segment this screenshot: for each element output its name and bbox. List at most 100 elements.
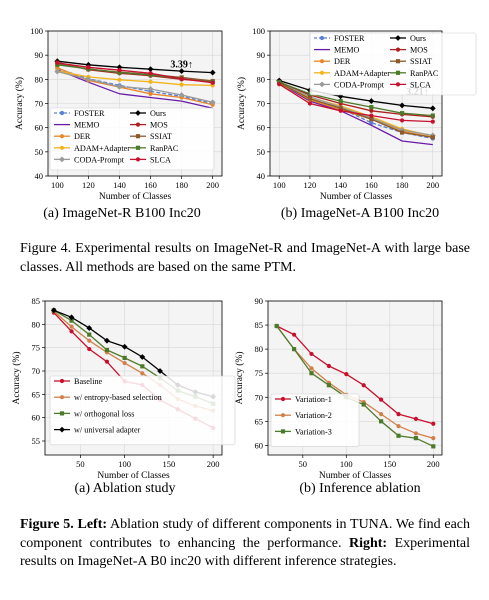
legend-marker — [395, 82, 401, 87]
x-axis-label: Number of Classes — [320, 191, 393, 202]
x-tick-label: 160 — [144, 180, 157, 190]
data-point — [399, 102, 405, 109]
data-point — [326, 383, 331, 388]
y-tick-label: 65 — [32, 389, 41, 399]
data-point — [338, 108, 343, 113]
legend-label-ranpac: RanPAC — [410, 69, 439, 78]
x-tick-label: 120 — [82, 180, 95, 190]
data-point — [277, 82, 282, 87]
data-point — [396, 411, 401, 417]
data-point — [68, 314, 75, 321]
legend-label-baseline: Baseline — [74, 377, 103, 386]
data-point — [122, 355, 127, 361]
data-point — [431, 421, 436, 426]
series-line-slca — [57, 62, 213, 84]
y-tick-label: 70 — [255, 392, 264, 402]
data-point — [309, 366, 314, 371]
data-point — [121, 343, 128, 350]
data-point — [210, 80, 215, 85]
data-point — [85, 76, 92, 83]
legend-marker — [319, 59, 325, 64]
y-tick-label: 90 — [255, 296, 264, 306]
series-coda-prompt — [54, 68, 216, 106]
y-tick-label: 70 — [35, 99, 44, 109]
plot-frame — [269, 30, 443, 177]
series-line-memo — [57, 69, 213, 109]
improvement-annotation: 3.39↑ — [170, 60, 193, 71]
data-point — [116, 83, 123, 90]
y-tick-label: 90 — [35, 50, 44, 60]
x-tick-label: 100 — [273, 180, 286, 190]
data-point — [117, 77, 122, 82]
data-point — [179, 82, 184, 87]
x-tick-label: 100 — [340, 459, 353, 469]
data-point — [307, 96, 313, 101]
data-point — [430, 119, 435, 124]
data-point — [326, 363, 331, 369]
series-slca — [277, 82, 435, 124]
data-point — [368, 98, 375, 104]
legend-marker — [319, 81, 325, 88]
legend-marker — [59, 378, 65, 384]
data-point — [344, 372, 349, 377]
legend-marker — [135, 110, 141, 116]
x-tick-label: 200 — [207, 459, 220, 469]
x-axis-label: Number of Classes — [97, 470, 170, 481]
legend-marker — [59, 156, 65, 163]
legend-marker — [59, 395, 65, 400]
series-line-adam-adapter — [57, 70, 213, 87]
series-line-ours — [57, 60, 213, 74]
data-point — [413, 416, 418, 422]
legend-marker — [395, 70, 401, 75]
y-tick-label: 85 — [32, 296, 41, 306]
data-point — [140, 371, 145, 376]
legend-label-mos: MOS — [150, 121, 168, 130]
data-point — [379, 397, 384, 402]
legend-box — [270, 393, 360, 447]
legend-label-ours: Ours — [410, 34, 426, 43]
y-tick-label: 65 — [255, 416, 264, 426]
series-line-ranpac — [278, 81, 433, 117]
x-tick-label: 100 — [51, 180, 64, 190]
y-tick-label: 70 — [32, 366, 41, 376]
legend-label-coda-prompt: CODA-Prompt — [74, 155, 125, 164]
series-line-slca — [278, 83, 433, 123]
data-point — [369, 108, 374, 113]
legend-marker — [319, 35, 325, 41]
series-slca — [55, 60, 215, 85]
legend-marker — [280, 396, 286, 402]
legend-marker — [59, 110, 65, 116]
legend-box — [49, 375, 236, 446]
legend-label-mos: MOS — [410, 46, 428, 55]
legend-label-ssiat: SSIAT — [150, 132, 172, 141]
data-point — [431, 444, 436, 449]
legend: Baseline w/ entropy-based selection w/ ort… — [49, 375, 236, 446]
legend-marker — [135, 157, 141, 162]
legend-label-variation-3: Variation-3 — [295, 427, 332, 436]
legend-marker — [395, 35, 401, 41]
x-tick-label: 200 — [206, 180, 219, 190]
data-point — [69, 329, 74, 334]
legend-marker — [280, 413, 286, 418]
data-point — [86, 65, 91, 70]
legend-label-coda-prompt: CODA-Prompt — [334, 80, 385, 89]
x-tick-label: 150 — [163, 459, 176, 469]
chart-imagenet-r: 40 50 60 70 80 90 100 100 120 140 160 180 200 Number … — [14, 26, 223, 202]
legend-label-adam-adapter: ADAM+Adapter — [334, 69, 390, 78]
y-tick-label: 100 — [252, 26, 265, 36]
legend-label-adam-adapter: ADAM+Adapter — [74, 144, 130, 153]
legend: FOSTER MEMO DER ADAM+Adapter CODA-Prompt Ours… — [49, 107, 215, 171]
legend-marker — [395, 59, 401, 64]
data-point — [54, 68, 61, 75]
data-point — [209, 69, 216, 76]
x-axis-label: Number of Classes — [99, 191, 172, 202]
subcaption-ablation: (a) Ablation study — [74, 481, 176, 496]
y-tick-label: 80 — [257, 74, 266, 84]
figure5-caption-right-label: Right: — [348, 535, 388, 551]
legend-label-ssiat: SSIAT — [410, 57, 432, 66]
series-memo — [278, 82, 433, 146]
data-point — [148, 71, 153, 76]
y-tick-label: 60 — [257, 123, 266, 133]
data-point — [50, 307, 57, 314]
data-point — [69, 324, 74, 329]
